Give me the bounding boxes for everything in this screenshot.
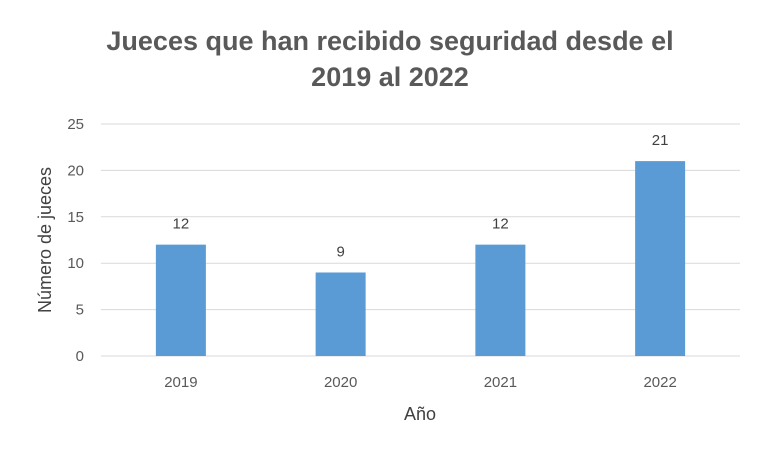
gridlines xyxy=(101,123,740,357)
bar-2021 xyxy=(475,244,526,356)
x-tick-label: 2020 xyxy=(324,374,357,391)
x-axis-title: Año xyxy=(404,404,436,424)
data-label-2022: 21 xyxy=(652,132,669,149)
y-axis-title: Número de jueces xyxy=(35,167,55,313)
y-axis-ticks: 0 5 10 15 20 25 xyxy=(67,116,84,365)
y-tick-label: 10 xyxy=(67,255,84,272)
x-tick-label: 2022 xyxy=(643,374,676,391)
bar-2019 xyxy=(155,244,206,356)
y-tick-label: 20 xyxy=(67,162,84,179)
chart-title-line-1: Jueces que han recibido seguridad desde … xyxy=(106,26,674,56)
x-tick-label: 2019 xyxy=(164,374,197,391)
y-tick-label: 0 xyxy=(76,348,84,365)
data-label-2021: 12 xyxy=(492,216,509,233)
x-tick-label: 2021 xyxy=(484,374,517,391)
bars xyxy=(155,161,686,356)
y-tick-label: 25 xyxy=(67,116,84,133)
bar-2022 xyxy=(635,161,686,356)
y-tick-label: 15 xyxy=(67,209,84,226)
y-tick-label: 5 xyxy=(76,302,84,319)
bar-2020 xyxy=(315,272,366,356)
x-axis-ticks: 2019 2020 2021 2022 xyxy=(164,374,677,391)
data-labels: 12 9 12 21 xyxy=(173,132,669,260)
chart-title-line-2: 2019 al 2022 xyxy=(311,62,469,92)
data-label-2019: 12 xyxy=(173,216,190,233)
data-label-2020: 9 xyxy=(336,243,344,260)
